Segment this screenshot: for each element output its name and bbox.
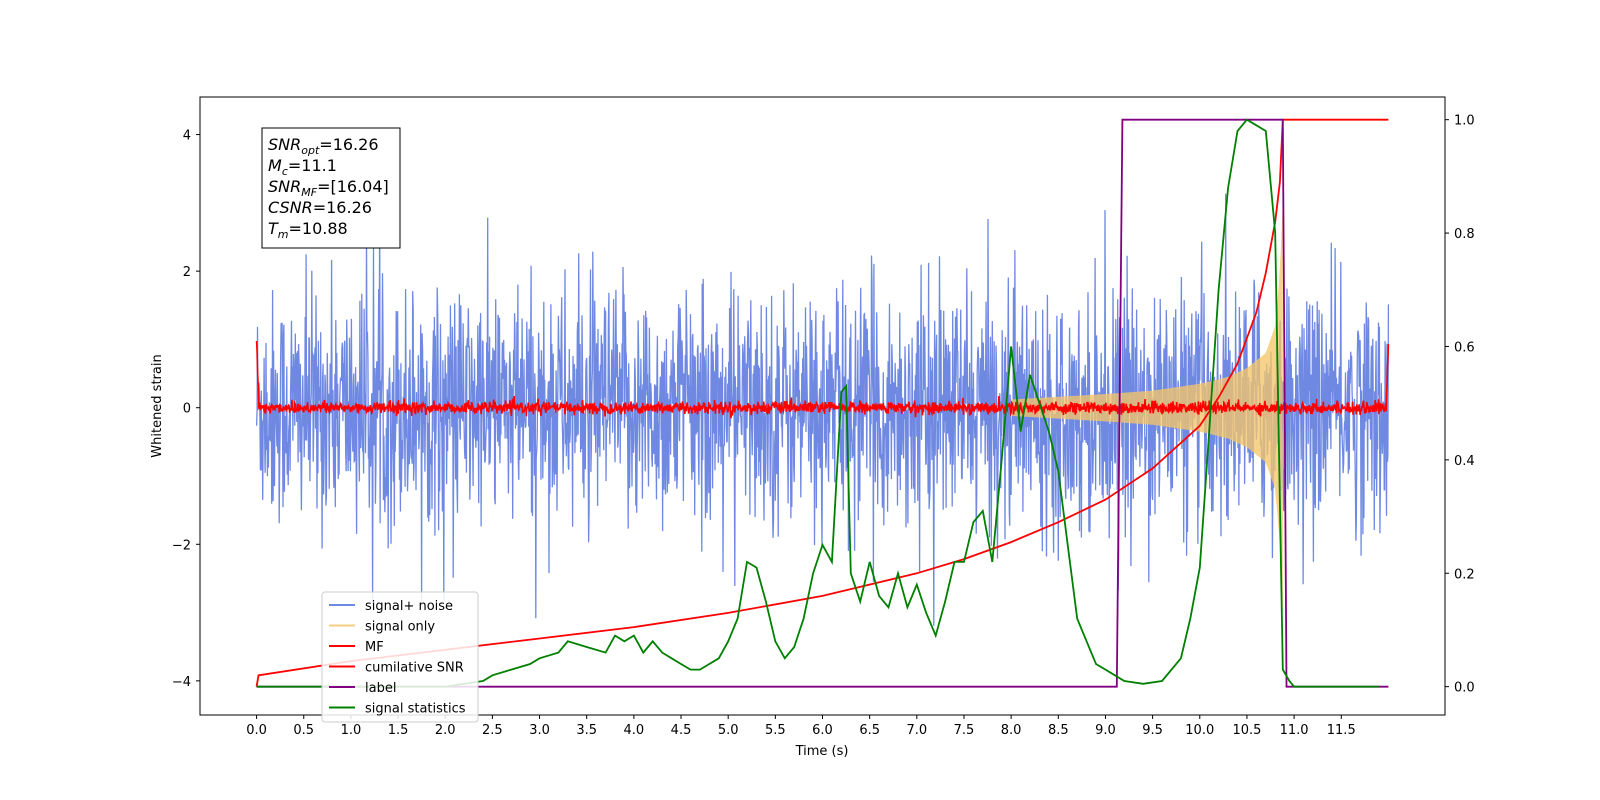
x-tick-label: 5.5 <box>765 723 786 738</box>
info-box-line: SNRopt=16.26 <box>268 135 379 157</box>
y-tick-label: −2 <box>172 538 191 553</box>
x-tick-label: 11.5 <box>1327 723 1356 738</box>
x-tick-label: 8.5 <box>1048 723 1069 738</box>
x-tick-label: 2.5 <box>482 723 503 738</box>
x-tick-label: 3.0 <box>529 723 550 738</box>
legend-entry-label: signal only <box>365 620 435 635</box>
x-tick-label: 11.0 <box>1280 723 1309 738</box>
y2-tick-label: 0.0 <box>1454 681 1475 696</box>
x-tick-label: 9.0 <box>1095 723 1116 738</box>
legend-entry-label: label <box>365 681 396 696</box>
x-tick-label: 0.5 <box>293 723 314 738</box>
x-tick-label: 3.5 <box>576 723 597 738</box>
info-box-line: CSNR=16.26 <box>268 198 372 217</box>
legend-entry-label: signal+ noise <box>365 599 453 614</box>
x-tick-label: 10.0 <box>1185 723 1214 738</box>
x-tick-label: 1.0 <box>341 723 362 738</box>
series-signal-statistics-line <box>256 118 1379 688</box>
series-signal-noise-line <box>255 186 1390 626</box>
x-tick-label: 0.0 <box>246 723 267 738</box>
x-tick-label: 9.5 <box>1142 723 1163 738</box>
y-tick-label: 2 <box>183 265 191 280</box>
y2-tick-label: 0.4 <box>1454 454 1475 469</box>
x-tick-label: 6.0 <box>812 723 833 738</box>
x-tick-label: 10.5 <box>1232 723 1261 738</box>
legend-entry-label: MF <box>365 640 384 655</box>
info-box-line: SNRMF=[16.04] <box>268 177 389 199</box>
x-tick-label: 7.5 <box>954 723 975 738</box>
legend-frame <box>321 591 479 723</box>
legend-entry-label: signal statistics <box>365 702 466 717</box>
plot-area <box>255 118 1390 688</box>
y2-tick-label: 0.8 <box>1454 227 1475 242</box>
x-axis-label: Time (s) <box>795 744 849 759</box>
x-tick-label: 8.0 <box>1001 723 1022 738</box>
x-tick-label: 5.0 <box>718 723 739 738</box>
x-tick-label: 2.0 <box>435 723 456 738</box>
y2-tick-label: 0.6 <box>1454 340 1475 355</box>
info-box-frame <box>261 127 401 249</box>
x-tick-label: 4.5 <box>671 723 692 738</box>
stats-info-box: SNRopt=16.26Mc=11.1SNRMF=[16.04]CSNR=16.… <box>261 127 401 249</box>
y-tick-label: 4 <box>183 129 191 144</box>
x-tick-label: 1.5 <box>388 723 409 738</box>
y-axis-label: Whitened strain <box>150 354 165 457</box>
y-tick-label: 0 <box>183 402 191 417</box>
series-cumulative-snr-line <box>255 118 1389 687</box>
y2-tick-label: 0.2 <box>1454 567 1475 582</box>
series-mf-line <box>255 340 1390 419</box>
x-tick-label: 4.0 <box>624 723 645 738</box>
y-tick-label: −4 <box>172 675 191 690</box>
legend-entry-label: cumilative SNR <box>365 661 464 676</box>
info-box-line: Tm=10.88 <box>268 219 348 241</box>
x-tick-label: 7.0 <box>906 723 927 738</box>
info-box-line: Mc=11.1 <box>268 156 337 178</box>
legend: signal+ noise signal only MF cumilative SNR… <box>321 591 479 723</box>
y2-tick-label: 1.0 <box>1454 114 1475 129</box>
axes: 0.0 0.5 1.0 1.5 2.0 2.5 3.0 3.5 4.0 4.5 5.0 5.5 6.0 6… <box>172 114 1475 738</box>
x-tick-label: 6.5 <box>859 723 880 738</box>
